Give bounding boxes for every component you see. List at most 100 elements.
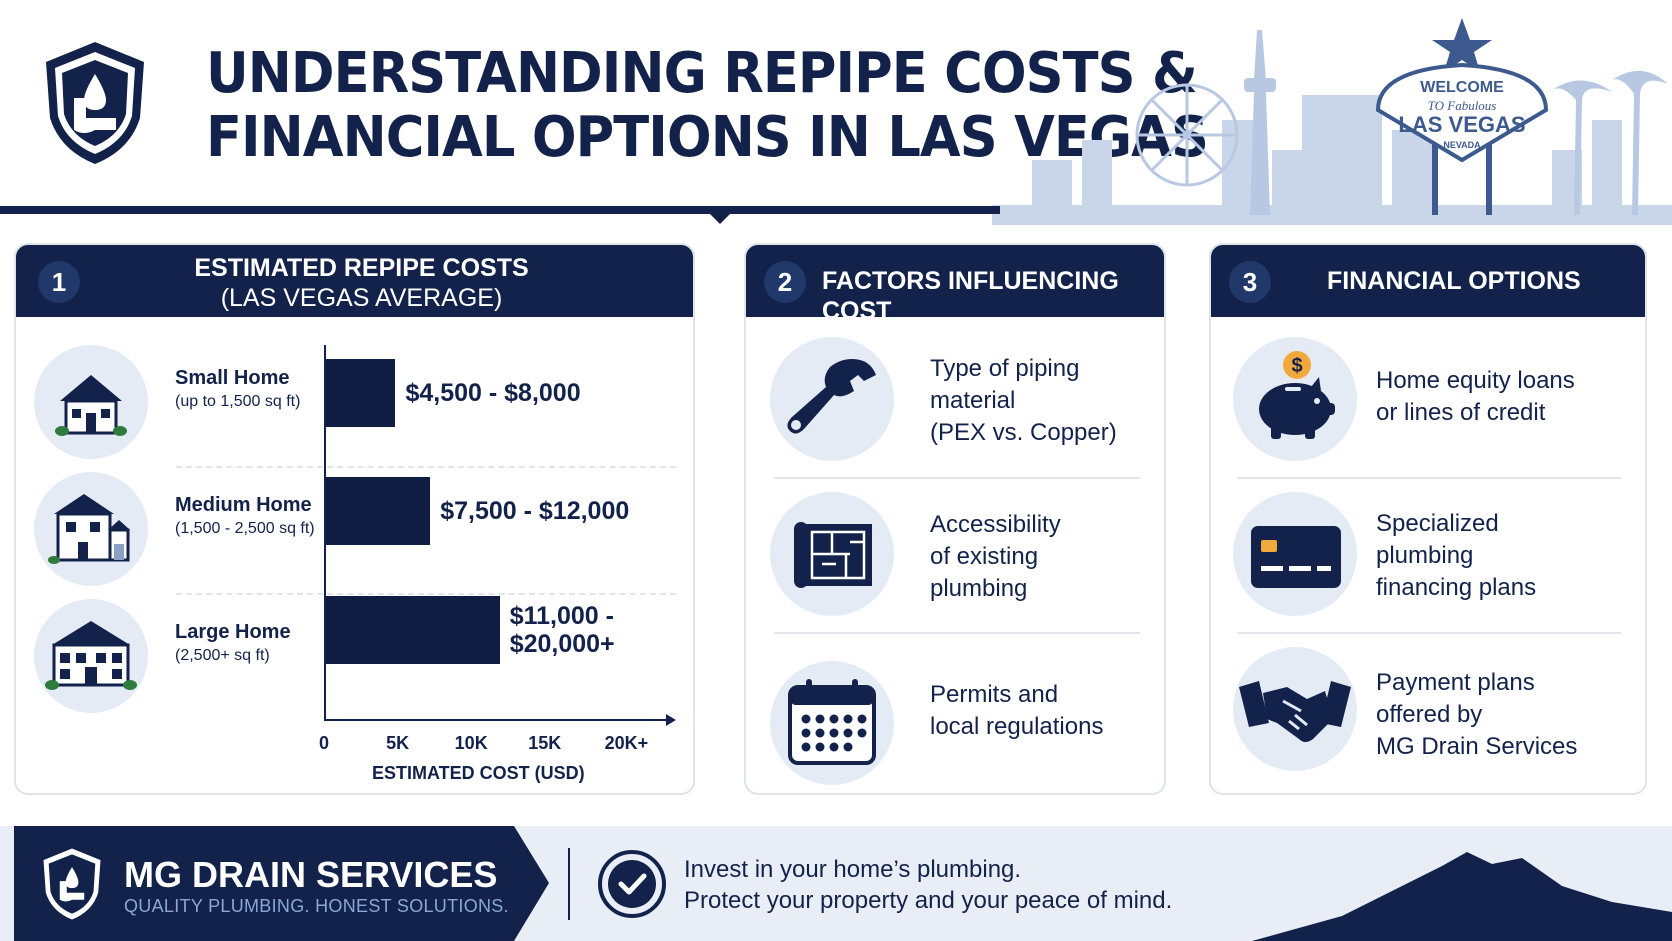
sign-city-text: LAS VEGAS	[1398, 112, 1525, 137]
financial-text-line: Payment plans	[1376, 669, 1535, 696]
footer-shield-logo-icon	[43, 848, 101, 920]
sign-fabulous-text: TO Fabulous	[1428, 98, 1497, 113]
cost-bar-label: $4,500 - $8,000	[405, 379, 580, 407]
financial-text-line: Specialized	[1376, 510, 1499, 537]
medium-home-icon	[34, 472, 148, 586]
shield-logo-icon	[46, 42, 144, 164]
header-rule	[0, 206, 1000, 214]
financial-item-payment: Payment plans offered by MG Drain Servic…	[1376, 667, 1577, 763]
cost-bar-label: $7,500 - $12,000	[440, 497, 629, 525]
cost-bar-label-line: $7,500 - $12,000	[440, 497, 630, 525]
footer: MG DRAIN SERVICES QUALITY PLUMBING. HONE…	[0, 826, 1672, 941]
handshake-icon	[1233, 647, 1357, 771]
factor-text-line: Type of piping	[930, 355, 1080, 382]
cost-bar-label: $11,000 - $20,000+	[510, 602, 615, 658]
chart-x-tick-label: 20K+	[604, 733, 649, 753]
row-divider	[176, 593, 676, 595]
costs-card-title: ESTIMATED REPIPE COSTS (LAS VEGAS AVERAG…	[16, 253, 693, 313]
chart-x-tick-label: 10K	[454, 733, 488, 753]
factor-text-line: local regulations	[930, 713, 1104, 740]
financial-options-card: 3 FINANCIAL OPTIONS $	[1209, 243, 1647, 795]
financial-text-line: Home equity loans	[1376, 367, 1575, 394]
footer-tagline: QUALITY PLUMBING. HONEST SOLUTIONS.	[124, 896, 509, 916]
title-line-1: UNDERSTANDING REPIPE COSTS &	[206, 41, 1198, 106]
blueprint-icon	[770, 492, 894, 616]
sign-welcome-text: WELCOME	[1420, 79, 1504, 96]
large-home-size: (2,500+ sq ft)	[175, 647, 270, 664]
factor-text-line: Permits and	[930, 681, 1059, 708]
cost-bar-label-line: $4,500 - $8,000	[405, 379, 581, 407]
costs-title-line-1: ESTIMATED REPIPE COSTS	[194, 254, 529, 282]
chart-x-tick-label: 15K	[528, 733, 562, 753]
medium-home-size: (1,500 - 2,500 sq ft)	[175, 520, 315, 537]
step-number-badge: 1	[38, 261, 80, 303]
small-home-label: Small Home	[175, 367, 290, 389]
factor-text-line: material	[930, 387, 1016, 414]
footer-message-line-1: Invest in your home’s plumbing.	[684, 856, 1022, 883]
chart-x-tick-label: 0	[318, 733, 330, 753]
footer-company-name: MG DRAIN SERVICES	[124, 854, 498, 895]
sign-state-text: NEVADA	[1443, 140, 1481, 150]
calendar-icon	[770, 661, 894, 785]
item-divider	[774, 632, 1140, 634]
financial-item-equity: Home equity loans or lines of credit	[1376, 365, 1575, 429]
financial-card-title: FINANCIAL OPTIONS	[1327, 267, 1581, 295]
medium-home-label: Medium Home	[175, 494, 312, 516]
item-divider	[774, 477, 1140, 479]
factors-card: 2 FACTORS INFLUENCING COST	[744, 243, 1166, 795]
chart-x-axis	[324, 719, 669, 721]
factor-text-line: (PEX vs. Copper)	[930, 419, 1117, 446]
cost-bar	[326, 477, 431, 545]
financial-text-line: financing plans	[1376, 574, 1537, 601]
item-divider	[1237, 632, 1621, 634]
factor-item-piping: Type of piping material (PEX vs. Copper)	[930, 353, 1117, 449]
wrench-icon	[770, 337, 894, 461]
costs-card-header: 1 ESTIMATED REPIPE COSTS (LAS VEGAS AVER…	[16, 245, 693, 317]
financial-text-line: or lines of credit	[1376, 399, 1546, 426]
piggy-bank-icon: $	[1233, 337, 1357, 461]
title-line-2: FINANCIAL OPTIONS IN LAS VEGAS	[206, 105, 1209, 170]
chart-x-axis-arrow	[666, 714, 676, 726]
estimated-costs-card: 1 ESTIMATED REPIPE COSTS (LAS VEGAS AVER…	[14, 243, 695, 795]
factor-item-accessibility: Accessibility of existing plumbing	[930, 509, 1061, 605]
credit-card-icon	[1233, 492, 1357, 616]
financial-text-line: MG Drain Services	[1376, 733, 1578, 760]
factors-card-title: FACTORS INFLUENCING COST	[822, 267, 1119, 325]
cost-bar-label-line: $20,000+	[509, 630, 615, 658]
factor-text-line: plumbing	[930, 575, 1028, 602]
factor-text-line: of existing	[930, 543, 1039, 570]
factors-card-header: 2 FACTORS INFLUENCING COST	[746, 245, 1164, 325]
mountain-illustration	[1252, 852, 1672, 941]
financial-card-header: 3 FINANCIAL OPTIONS	[1211, 245, 1645, 317]
financial-text-line: offered by	[1376, 701, 1483, 728]
chart-x-axis-label: ESTIMATED COST (USD)	[372, 763, 585, 783]
large-home-icon	[34, 599, 148, 713]
footer-divider	[568, 848, 570, 920]
small-home-icon	[34, 345, 148, 459]
checkmark-icon	[598, 850, 666, 918]
las-vegas-skyline-illustration: WELCOME TO Fabulous LAS VEGAS NEVADA	[992, 18, 1672, 225]
costs-title-line-2: (LAS VEGAS AVERAGE)	[220, 284, 503, 312]
svg-text:$: $	[1291, 355, 1302, 377]
cost-bar	[326, 596, 500, 664]
step-number-badge: 3	[1229, 261, 1271, 303]
factor-item-permits: Permits and local regulations	[930, 679, 1103, 743]
item-divider	[1237, 477, 1621, 479]
financial-item-plans: Specialized plumbing financing plans	[1376, 508, 1536, 604]
chart-x-tick-label: 5K	[386, 733, 410, 753]
welcome-sign: WELCOME TO Fabulous LAS VEGAS NEVADA	[1375, 18, 1549, 215]
cost-bar-label-line: $11,000 -	[509, 602, 614, 630]
footer-message-line-2: Protect your property and your peace of …	[684, 887, 1173, 914]
footer-message: Invest in your home’s plumbing. Protect …	[684, 854, 1172, 916]
cost-bar	[326, 359, 396, 427]
chart-y-axis	[324, 345, 326, 721]
header-rule-notch	[706, 210, 734, 224]
footer-brand-band	[14, 826, 549, 941]
factor-text-line: Accessibility	[930, 511, 1061, 538]
financial-text-line: plumbing	[1376, 542, 1474, 569]
large-home-label: Large Home	[175, 621, 291, 643]
header: UNDERSTANDING REPIPE COSTS & FINANCIAL O…	[0, 0, 1672, 225]
small-home-size: (up to 1,500 sq ft)	[175, 393, 301, 410]
page-title: UNDERSTANDING REPIPE COSTS & FINANCIAL O…	[206, 41, 1209, 170]
step-number-badge: 2	[764, 261, 806, 303]
